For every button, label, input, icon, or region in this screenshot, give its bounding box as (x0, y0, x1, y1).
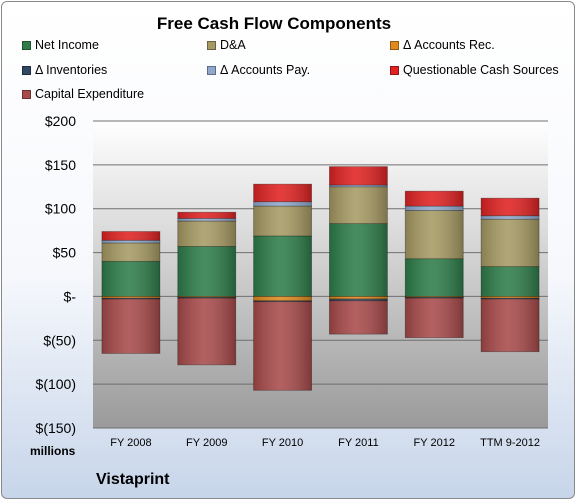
bar-shading (253, 206, 312, 236)
x-tick-label: FY 2010 (262, 437, 303, 449)
bar-shading (405, 297, 464, 299)
legend-swatch (207, 65, 216, 75)
bar-shading (101, 240, 160, 243)
legend-swatch (207, 40, 216, 50)
legend-swatch (22, 89, 31, 99)
bar-shading (101, 231, 160, 241)
legend-swatch (22, 65, 31, 75)
bar-shading (481, 215, 540, 220)
legend-item: Capital Expenditure (22, 87, 144, 101)
legend-label: Δ Inventories (35, 63, 108, 77)
bar-shading (253, 296, 312, 301)
bar-shading (177, 218, 236, 221)
bar-shading (329, 223, 388, 297)
bar-shading (101, 242, 160, 262)
bar-shading (177, 296, 236, 298)
bar-shading (177, 220, 236, 247)
y-tick-label: $(100) (36, 376, 76, 392)
bar-shading (481, 219, 540, 267)
bar-shading (481, 299, 540, 352)
bar-shading (101, 299, 160, 354)
x-tick-label: FY 2012 (414, 437, 455, 449)
bar-shading (405, 258, 464, 297)
y-tick-label: $100 (45, 201, 76, 217)
x-tick-label: FY 2008 (110, 437, 151, 449)
bar-shading (253, 201, 312, 207)
legend-item: Δ Inventories (22, 63, 107, 77)
bar-shading (405, 298, 464, 338)
bar-shading (253, 235, 312, 297)
legend-item: Net Income (22, 38, 99, 52)
legend-label: Net Income (35, 38, 99, 52)
legend-swatch (390, 40, 399, 50)
y-tick-label: $(50) (43, 332, 76, 348)
chart-legend: Net Income D&A Δ Accounts Rec. Δ Inventorie… (22, 36, 572, 106)
legend-label: Δ Accounts Pay. (220, 63, 311, 77)
bar-shading (329, 185, 388, 187)
bar-shading (253, 300, 312, 302)
legend-item: Δ Accounts Pay. (207, 63, 310, 77)
legend-swatch (390, 65, 399, 75)
units-label: millions (30, 444, 76, 458)
bar-shading (177, 297, 236, 299)
bar-shading (481, 198, 540, 216)
bar-shading (329, 296, 388, 300)
bar-shading (405, 191, 464, 207)
bar-shading (253, 184, 312, 202)
x-tick-label: FY 2009 (186, 437, 227, 449)
y-tick-label: $- (64, 288, 77, 304)
y-tick-label: $200 (45, 113, 76, 129)
bar-shading (405, 296, 464, 298)
y-tick-label: $150 (45, 157, 76, 173)
bar-shading (177, 298, 236, 365)
y-tick-label: $50 (53, 245, 77, 261)
bar-shading (329, 166, 388, 186)
bar-shading (405, 206, 464, 211)
company-label: Vistaprint (96, 471, 170, 488)
bar-shading (253, 301, 312, 391)
plot-area (93, 121, 548, 428)
legend-label: Questionable Cash Sources (403, 63, 559, 77)
bar-shading (101, 296, 160, 299)
legend-label: Δ Accounts Rec. (403, 38, 495, 52)
x-tick-label: TTM 9-2012 (480, 437, 540, 449)
legend-item: D&A (207, 38, 246, 52)
y-tick-label: $(150) (36, 420, 76, 436)
legend-item: Questionable Cash Sources (390, 63, 559, 77)
legend-swatch (22, 40, 31, 50)
chart-title: Free Cash Flow Components (156, 14, 392, 33)
legend-label: D&A (220, 38, 246, 52)
bar-shading (101, 298, 160, 300)
bar-shading (329, 299, 388, 301)
bar-shading (101, 261, 160, 297)
bar-shading (481, 298, 540, 300)
bar-shading (329, 186, 388, 224)
x-tick-label: FY 2011 (338, 437, 379, 449)
bar-shading (177, 212, 236, 219)
bar-shading (177, 246, 236, 297)
legend-item: Δ Accounts Rec. (390, 38, 495, 52)
bar-shading (405, 210, 464, 259)
bar-shading (329, 300, 388, 335)
bar-shading (481, 266, 540, 297)
legend-label: Capital Expenditure (35, 87, 145, 101)
bar-shading (481, 296, 540, 299)
